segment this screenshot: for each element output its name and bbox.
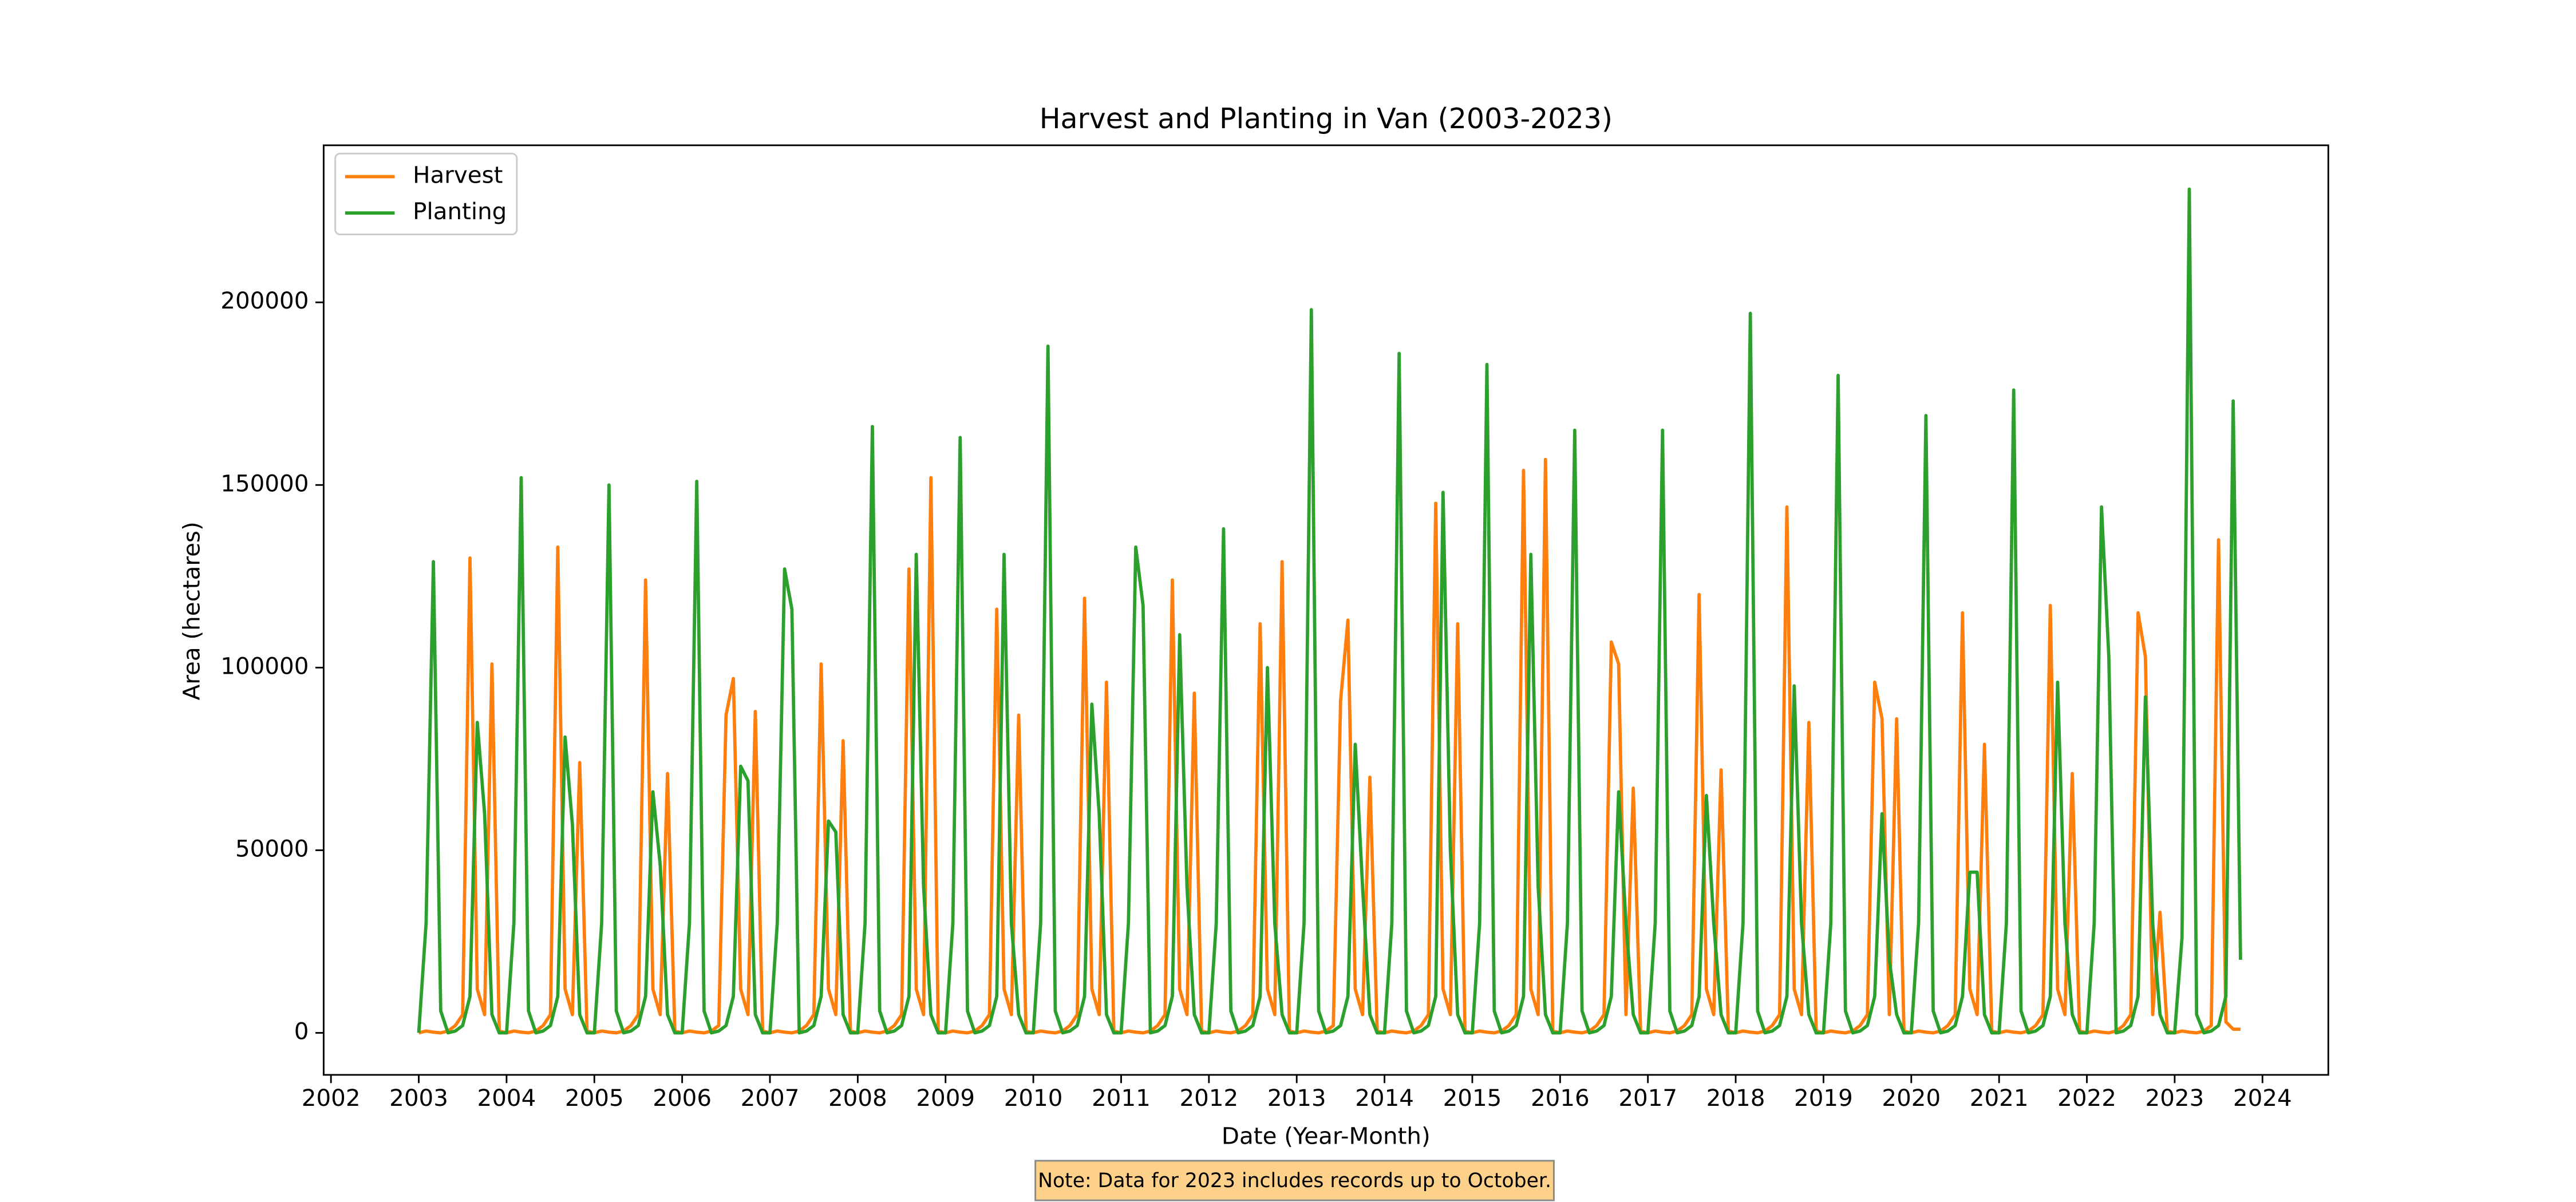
x-tick-label: 2020 xyxy=(1882,1085,1941,1112)
y-tick-label: 200000 xyxy=(220,287,309,314)
y-tick-label: 0 xyxy=(294,1018,309,1045)
x-tick-label: 2004 xyxy=(477,1085,536,1112)
note-box xyxy=(1034,1160,1555,1201)
x-tick-label: 2017 xyxy=(1618,1085,1677,1112)
x-tick-label: 2006 xyxy=(653,1085,712,1112)
x-tick-label: 2021 xyxy=(1970,1085,2029,1112)
x-tick-label: 2018 xyxy=(1706,1085,1765,1112)
x-tick-label: 2009 xyxy=(916,1085,975,1112)
x-tick-label: 2023 xyxy=(2146,1085,2204,1112)
y-tick-label: 100000 xyxy=(220,653,309,679)
y-tick-label: 50000 xyxy=(235,835,309,862)
x-axis-label: Date (Year-Month) xyxy=(1222,1122,1431,1149)
x-tick-label: 2014 xyxy=(1355,1085,1414,1112)
y-tick-label: 150000 xyxy=(220,470,309,497)
chart-title: Harvest and Planting in Van (2003-2023) xyxy=(1040,102,1613,135)
x-tick-label: 2015 xyxy=(1443,1085,1502,1112)
plot-frame xyxy=(322,144,2329,1076)
x-tick-label: 2003 xyxy=(389,1085,448,1112)
x-tick-label: 2010 xyxy=(1004,1085,1063,1112)
note: Note: Data for 2023 includes records up … xyxy=(1038,1169,1551,1192)
x-tick-label: 2016 xyxy=(1531,1085,1590,1112)
x-tick-label: 2012 xyxy=(1179,1085,1238,1112)
legend-label: Planting xyxy=(413,198,507,225)
y-axis-label: Area (hectares) xyxy=(179,521,206,700)
x-tick-label: 2008 xyxy=(828,1085,887,1112)
x-tick-label: 2002 xyxy=(302,1085,361,1112)
x-tick-label: 2005 xyxy=(565,1085,624,1112)
x-tick-label: 2013 xyxy=(1267,1085,1326,1112)
series-line xyxy=(417,187,2242,1035)
series-line xyxy=(418,457,2241,1035)
x-tick-label: 2011 xyxy=(1092,1085,1151,1112)
x-tick-label: 2024 xyxy=(2233,1085,2292,1112)
legend-label: Harvest xyxy=(413,162,503,189)
x-tick-label: 2019 xyxy=(1794,1085,1853,1112)
x-tick-label: 2007 xyxy=(741,1085,800,1112)
x-tick-label: 2022 xyxy=(2057,1085,2116,1112)
